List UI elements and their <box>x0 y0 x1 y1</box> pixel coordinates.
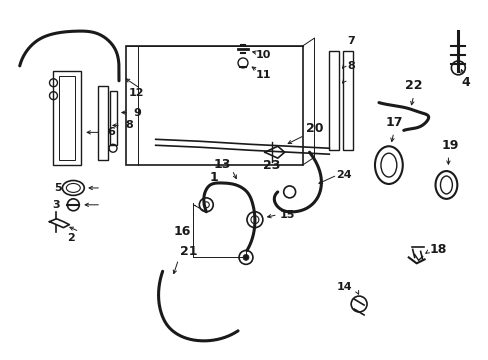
Text: 19: 19 <box>441 139 458 152</box>
Text: 18: 18 <box>429 243 446 256</box>
Text: 13: 13 <box>213 158 230 171</box>
Text: 5: 5 <box>55 183 62 193</box>
Bar <box>126 46 302 165</box>
Text: 23: 23 <box>263 159 280 172</box>
Circle shape <box>243 255 248 260</box>
Text: 4: 4 <box>461 76 469 89</box>
Bar <box>98 86 108 160</box>
Text: 6: 6 <box>107 127 115 138</box>
Text: 12: 12 <box>129 88 144 98</box>
Text: 10: 10 <box>256 50 271 60</box>
Bar <box>343 51 352 150</box>
Bar <box>60 76 75 160</box>
Text: 9: 9 <box>133 108 141 117</box>
Text: 11: 11 <box>256 70 271 80</box>
Text: 15: 15 <box>280 210 295 220</box>
Text: 21: 21 <box>179 245 197 258</box>
Bar <box>53 71 81 165</box>
Text: 8: 8 <box>346 61 354 71</box>
Text: 2: 2 <box>67 233 75 243</box>
Text: 14: 14 <box>336 282 351 292</box>
Text: 17: 17 <box>385 116 402 129</box>
Text: 20: 20 <box>305 122 323 135</box>
Text: 22: 22 <box>404 79 422 92</box>
Text: 7: 7 <box>346 36 354 46</box>
Text: 3: 3 <box>53 200 60 210</box>
Bar <box>110 91 117 145</box>
Text: 24: 24 <box>336 170 351 180</box>
Text: 16: 16 <box>173 225 191 238</box>
Text: 8: 8 <box>125 121 133 130</box>
Bar <box>328 51 339 150</box>
Text: 1: 1 <box>209 171 218 184</box>
